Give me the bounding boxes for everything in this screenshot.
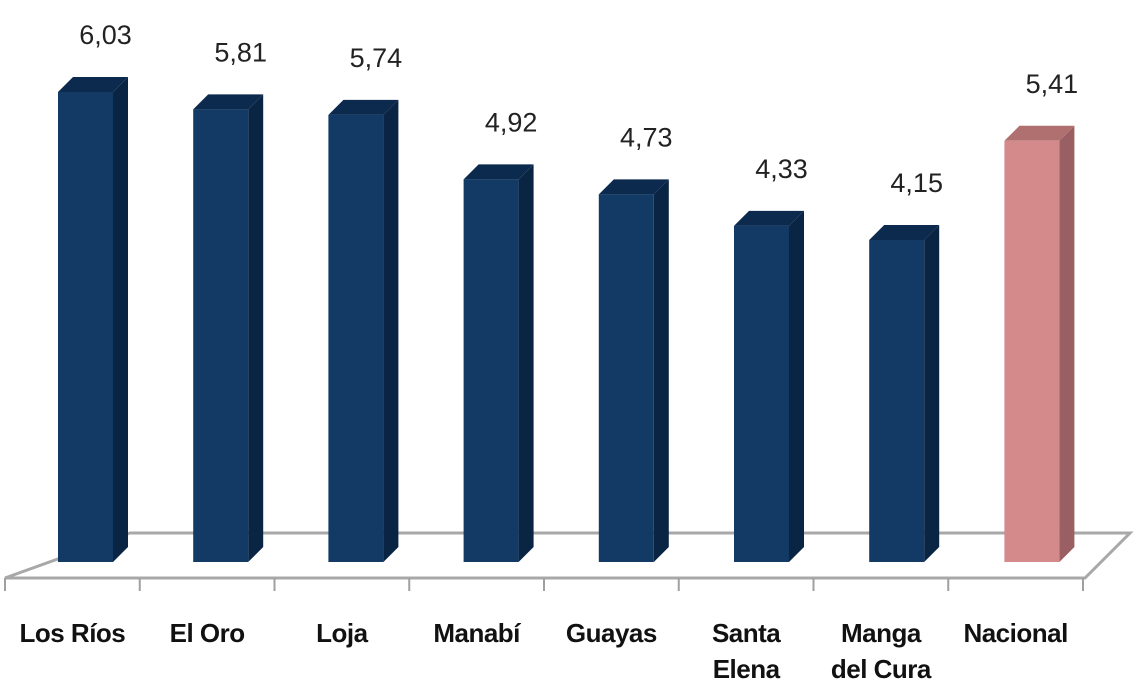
x-axis-label: Los Ríos	[19, 618, 126, 648]
bar-los-r-os	[58, 77, 128, 562]
value-label: 4,33	[755, 154, 808, 184]
x-axis-label: Manabí	[433, 618, 520, 648]
x-axis-label: Guayas	[565, 618, 657, 648]
bar-santa-elena	[734, 210, 804, 563]
x-axis-ticks	[4, 578, 1084, 591]
bars-group	[58, 77, 1075, 563]
x-axis-label: Loja	[316, 618, 368, 648]
x-axis-label: Manga del Cura	[830, 618, 932, 684]
bar-nacional	[1004, 125, 1075, 563]
x-axis-label: El Oro	[169, 618, 246, 648]
value-label: 4,92	[485, 107, 538, 137]
value-label: 5,41	[1026, 69, 1079, 99]
x-axis-label: Nacional	[963, 618, 1068, 648]
bar-manga-del-cura	[869, 225, 940, 562]
x-axis-label: Santa Elena	[711, 618, 781, 684]
chart-floor	[4, 531, 1134, 591]
value-label: 4,73	[620, 122, 673, 152]
bar-loja	[328, 99, 399, 563]
value-labels-group: 6,03 5,81 5,74 4,92 4,73 4,33 4,15 5,41	[79, 20, 1078, 198]
bar-guayas	[598, 179, 669, 562]
value-label: 5,74	[350, 43, 403, 73]
bar-el-oro	[193, 94, 264, 562]
value-label: 5,81	[214, 37, 267, 67]
bar-manab-	[463, 164, 534, 562]
value-label: 6,03	[79, 20, 132, 50]
value-label: 4,15	[890, 168, 943, 198]
